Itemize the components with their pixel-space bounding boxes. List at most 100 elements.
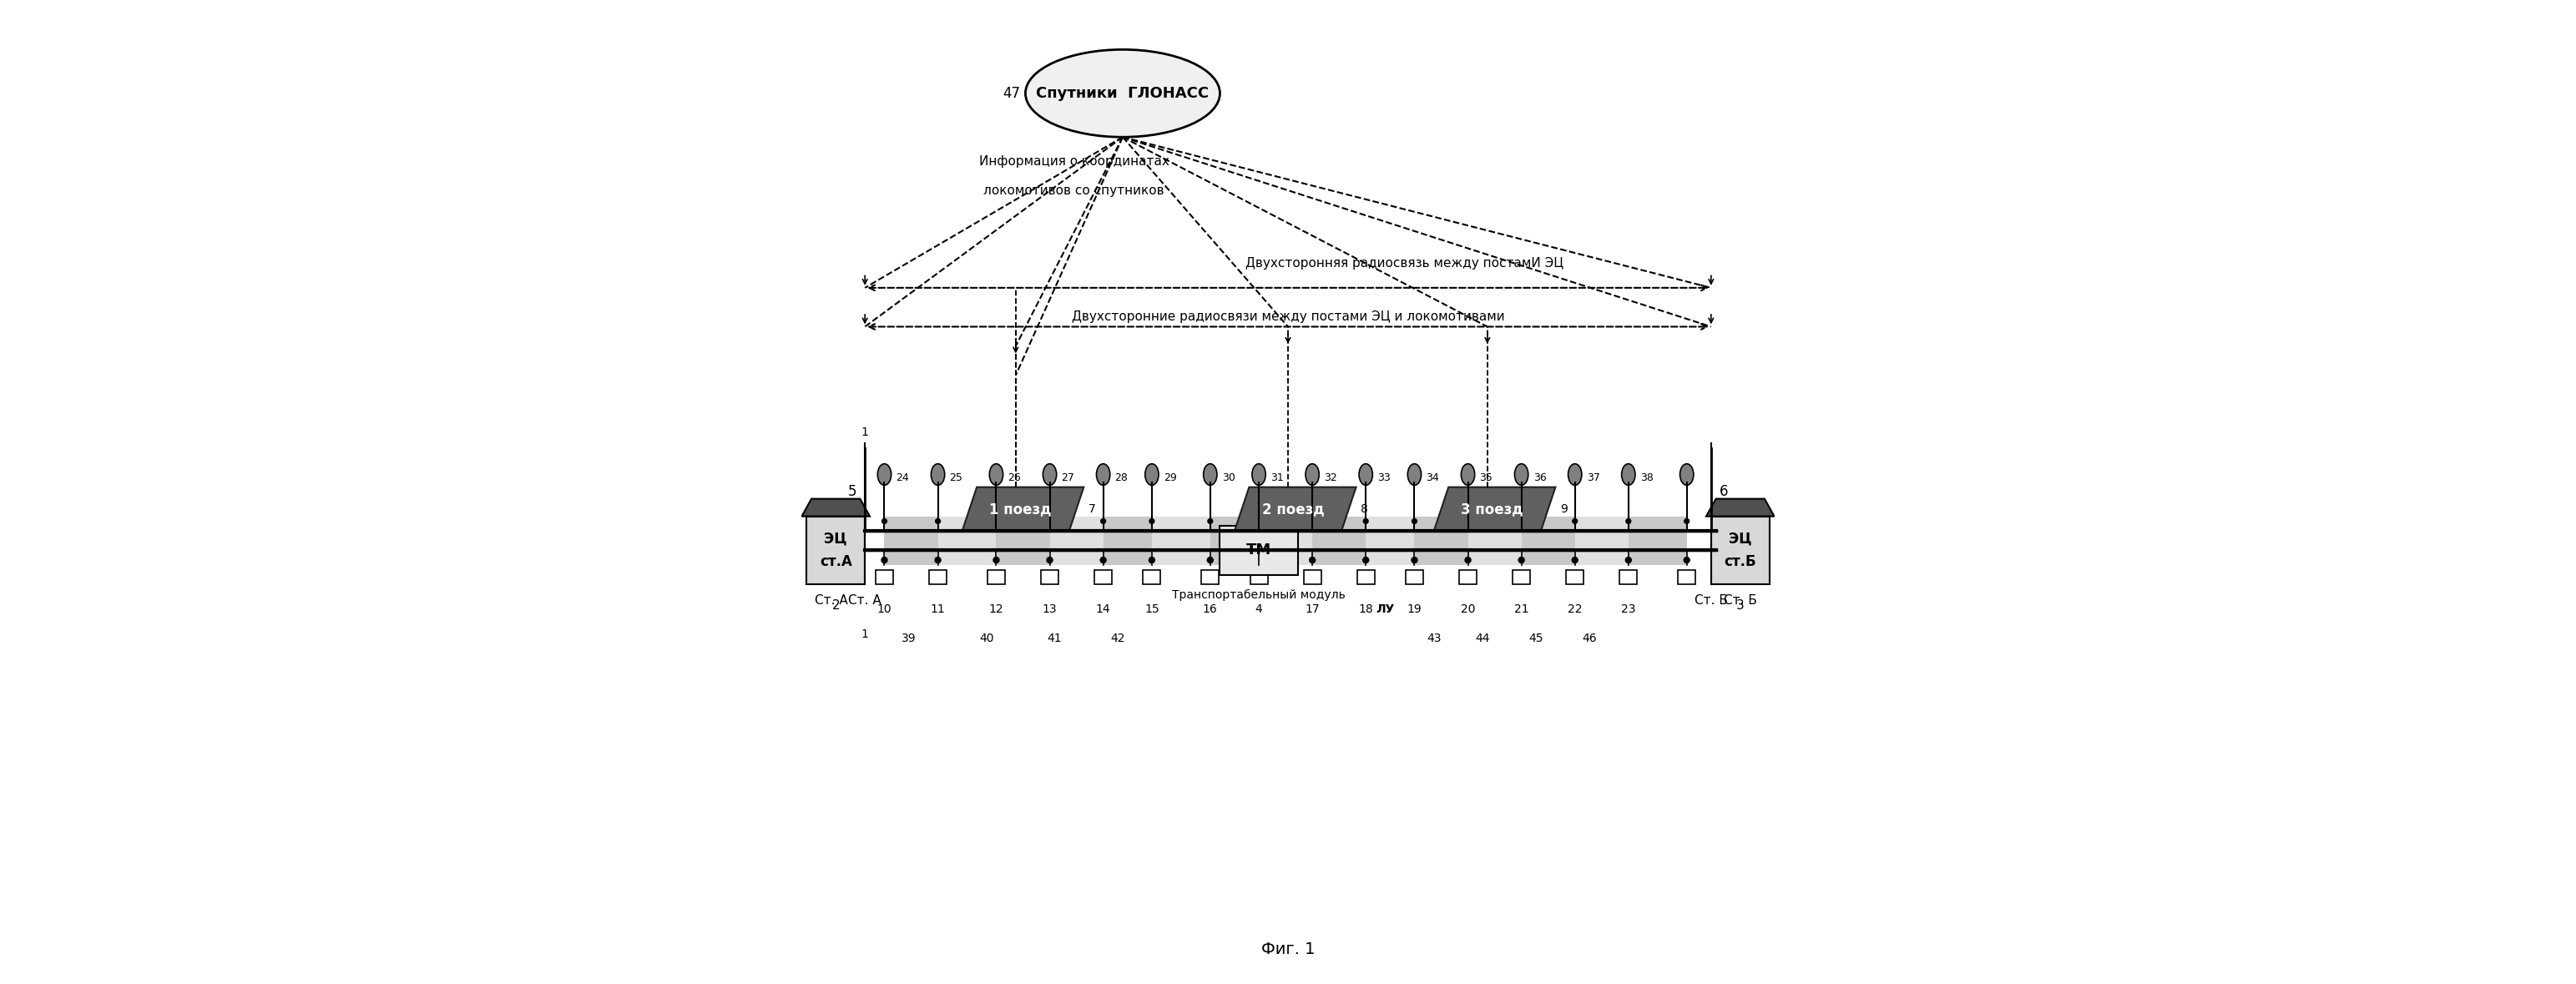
Text: 28: 28	[1115, 472, 1128, 483]
Text: 33: 33	[1378, 472, 1391, 483]
Bar	[1468, 517, 1522, 565]
Circle shape	[1625, 557, 1631, 563]
Text: 13: 13	[1043, 604, 1056, 616]
Bar	[1211, 517, 1260, 565]
Text: 15: 15	[1144, 604, 1159, 616]
Circle shape	[1517, 557, 1525, 563]
Circle shape	[1571, 557, 1579, 563]
Text: 24: 24	[896, 472, 909, 483]
Polygon shape	[1435, 487, 1556, 531]
Text: 37: 37	[1587, 472, 1600, 483]
Text: Ст. Б: Ст. Б	[1695, 594, 1728, 606]
Text: Спутники  ГЛОНАСС: Спутники ГЛОНАСС	[1036, 86, 1208, 100]
Text: ЛУ: ЛУ	[1376, 604, 1394, 616]
Text: 41: 41	[1048, 633, 1061, 645]
Circle shape	[881, 519, 886, 523]
Circle shape	[1309, 557, 1316, 563]
Bar	[1365, 517, 1414, 565]
Text: 16: 16	[1203, 604, 1218, 616]
Text: 25: 25	[951, 472, 963, 483]
Text: 21: 21	[1515, 604, 1528, 616]
Text: 32: 32	[1324, 472, 1337, 483]
Text: Двухсторонняя радиосвязь между постамИ ЭЦ: Двухсторонняя радиосвязь между постамИ Э…	[1247, 257, 1564, 270]
Text: ст.А: ст.А	[819, 555, 853, 570]
Ellipse shape	[1461, 463, 1473, 485]
Text: ТМ: ТМ	[1247, 543, 1273, 558]
Circle shape	[1149, 519, 1154, 523]
Polygon shape	[963, 487, 1084, 531]
Bar	[1512, 570, 1530, 584]
Text: 22: 22	[1569, 604, 1582, 616]
Bar	[1358, 570, 1376, 584]
Circle shape	[1257, 557, 1262, 563]
Bar	[1095, 570, 1113, 584]
Bar	[1200, 570, 1218, 584]
Text: 31: 31	[1270, 472, 1283, 483]
Text: 10: 10	[876, 604, 891, 616]
Ellipse shape	[930, 463, 945, 485]
Ellipse shape	[1043, 463, 1056, 485]
Text: 19: 19	[1406, 604, 1422, 616]
Bar	[1303, 570, 1321, 584]
Circle shape	[1466, 557, 1471, 563]
Text: 39: 39	[902, 633, 917, 645]
Text: ст.Б: ст.Б	[1723, 555, 1757, 570]
Text: 35: 35	[1479, 472, 1494, 483]
Circle shape	[1100, 557, 1105, 563]
Circle shape	[935, 557, 940, 563]
Text: 3: 3	[1736, 599, 1744, 611]
Text: 17: 17	[1306, 604, 1319, 616]
Text: 4: 4	[1255, 604, 1262, 616]
Text: 1 поезд: 1 поезд	[989, 502, 1051, 517]
Circle shape	[1208, 519, 1213, 523]
Text: 30: 30	[1221, 472, 1234, 483]
Text: 29: 29	[1164, 472, 1177, 483]
Circle shape	[881, 557, 886, 563]
Circle shape	[1208, 557, 1213, 563]
Circle shape	[1257, 519, 1262, 523]
Circle shape	[1363, 557, 1368, 563]
Circle shape	[1685, 557, 1690, 563]
Text: Информация о координатах: Информация о координатах	[979, 155, 1170, 167]
Bar	[930, 570, 945, 584]
Text: Двухсторонние радиосвязи между постами ЭЦ и локомотивами: Двухсторонние радиосвязи между постами Э…	[1072, 311, 1504, 323]
Bar	[987, 570, 1005, 584]
Circle shape	[1149, 557, 1154, 563]
Ellipse shape	[1360, 463, 1373, 485]
Bar	[997, 517, 1051, 565]
FancyBboxPatch shape	[1221, 526, 1298, 575]
Bar	[1620, 570, 1638, 584]
Text: 26: 26	[1007, 472, 1020, 483]
Bar	[1522, 517, 1574, 565]
Text: 6: 6	[1718, 484, 1728, 500]
Ellipse shape	[1569, 463, 1582, 485]
Text: 9: 9	[1561, 503, 1569, 515]
Ellipse shape	[1203, 463, 1216, 485]
Bar	[876, 570, 894, 584]
Text: Ст. А: Ст. А	[848, 594, 881, 606]
Bar	[1566, 570, 1584, 584]
Text: 27: 27	[1061, 472, 1074, 483]
Text: 43: 43	[1427, 633, 1440, 645]
Circle shape	[1625, 519, 1631, 523]
Text: 2: 2	[832, 599, 840, 611]
Ellipse shape	[1306, 463, 1319, 485]
Bar	[1041, 570, 1059, 584]
Text: 11: 11	[930, 604, 945, 616]
Circle shape	[994, 519, 999, 523]
Ellipse shape	[1146, 463, 1159, 485]
Polygon shape	[1234, 487, 1355, 531]
Bar	[1574, 517, 1628, 565]
Ellipse shape	[1252, 463, 1265, 485]
Bar	[1249, 570, 1267, 584]
Ellipse shape	[1620, 463, 1636, 485]
Text: Фиг. 1: Фиг. 1	[1262, 941, 1314, 957]
Circle shape	[994, 557, 999, 563]
Text: 44: 44	[1476, 633, 1489, 645]
Bar	[1677, 570, 1695, 584]
Text: 47: 47	[1002, 86, 1020, 100]
Circle shape	[1466, 519, 1471, 523]
Text: ЭЦ: ЭЦ	[1728, 531, 1752, 546]
Bar	[1628, 517, 1687, 565]
Text: 14: 14	[1095, 604, 1110, 616]
